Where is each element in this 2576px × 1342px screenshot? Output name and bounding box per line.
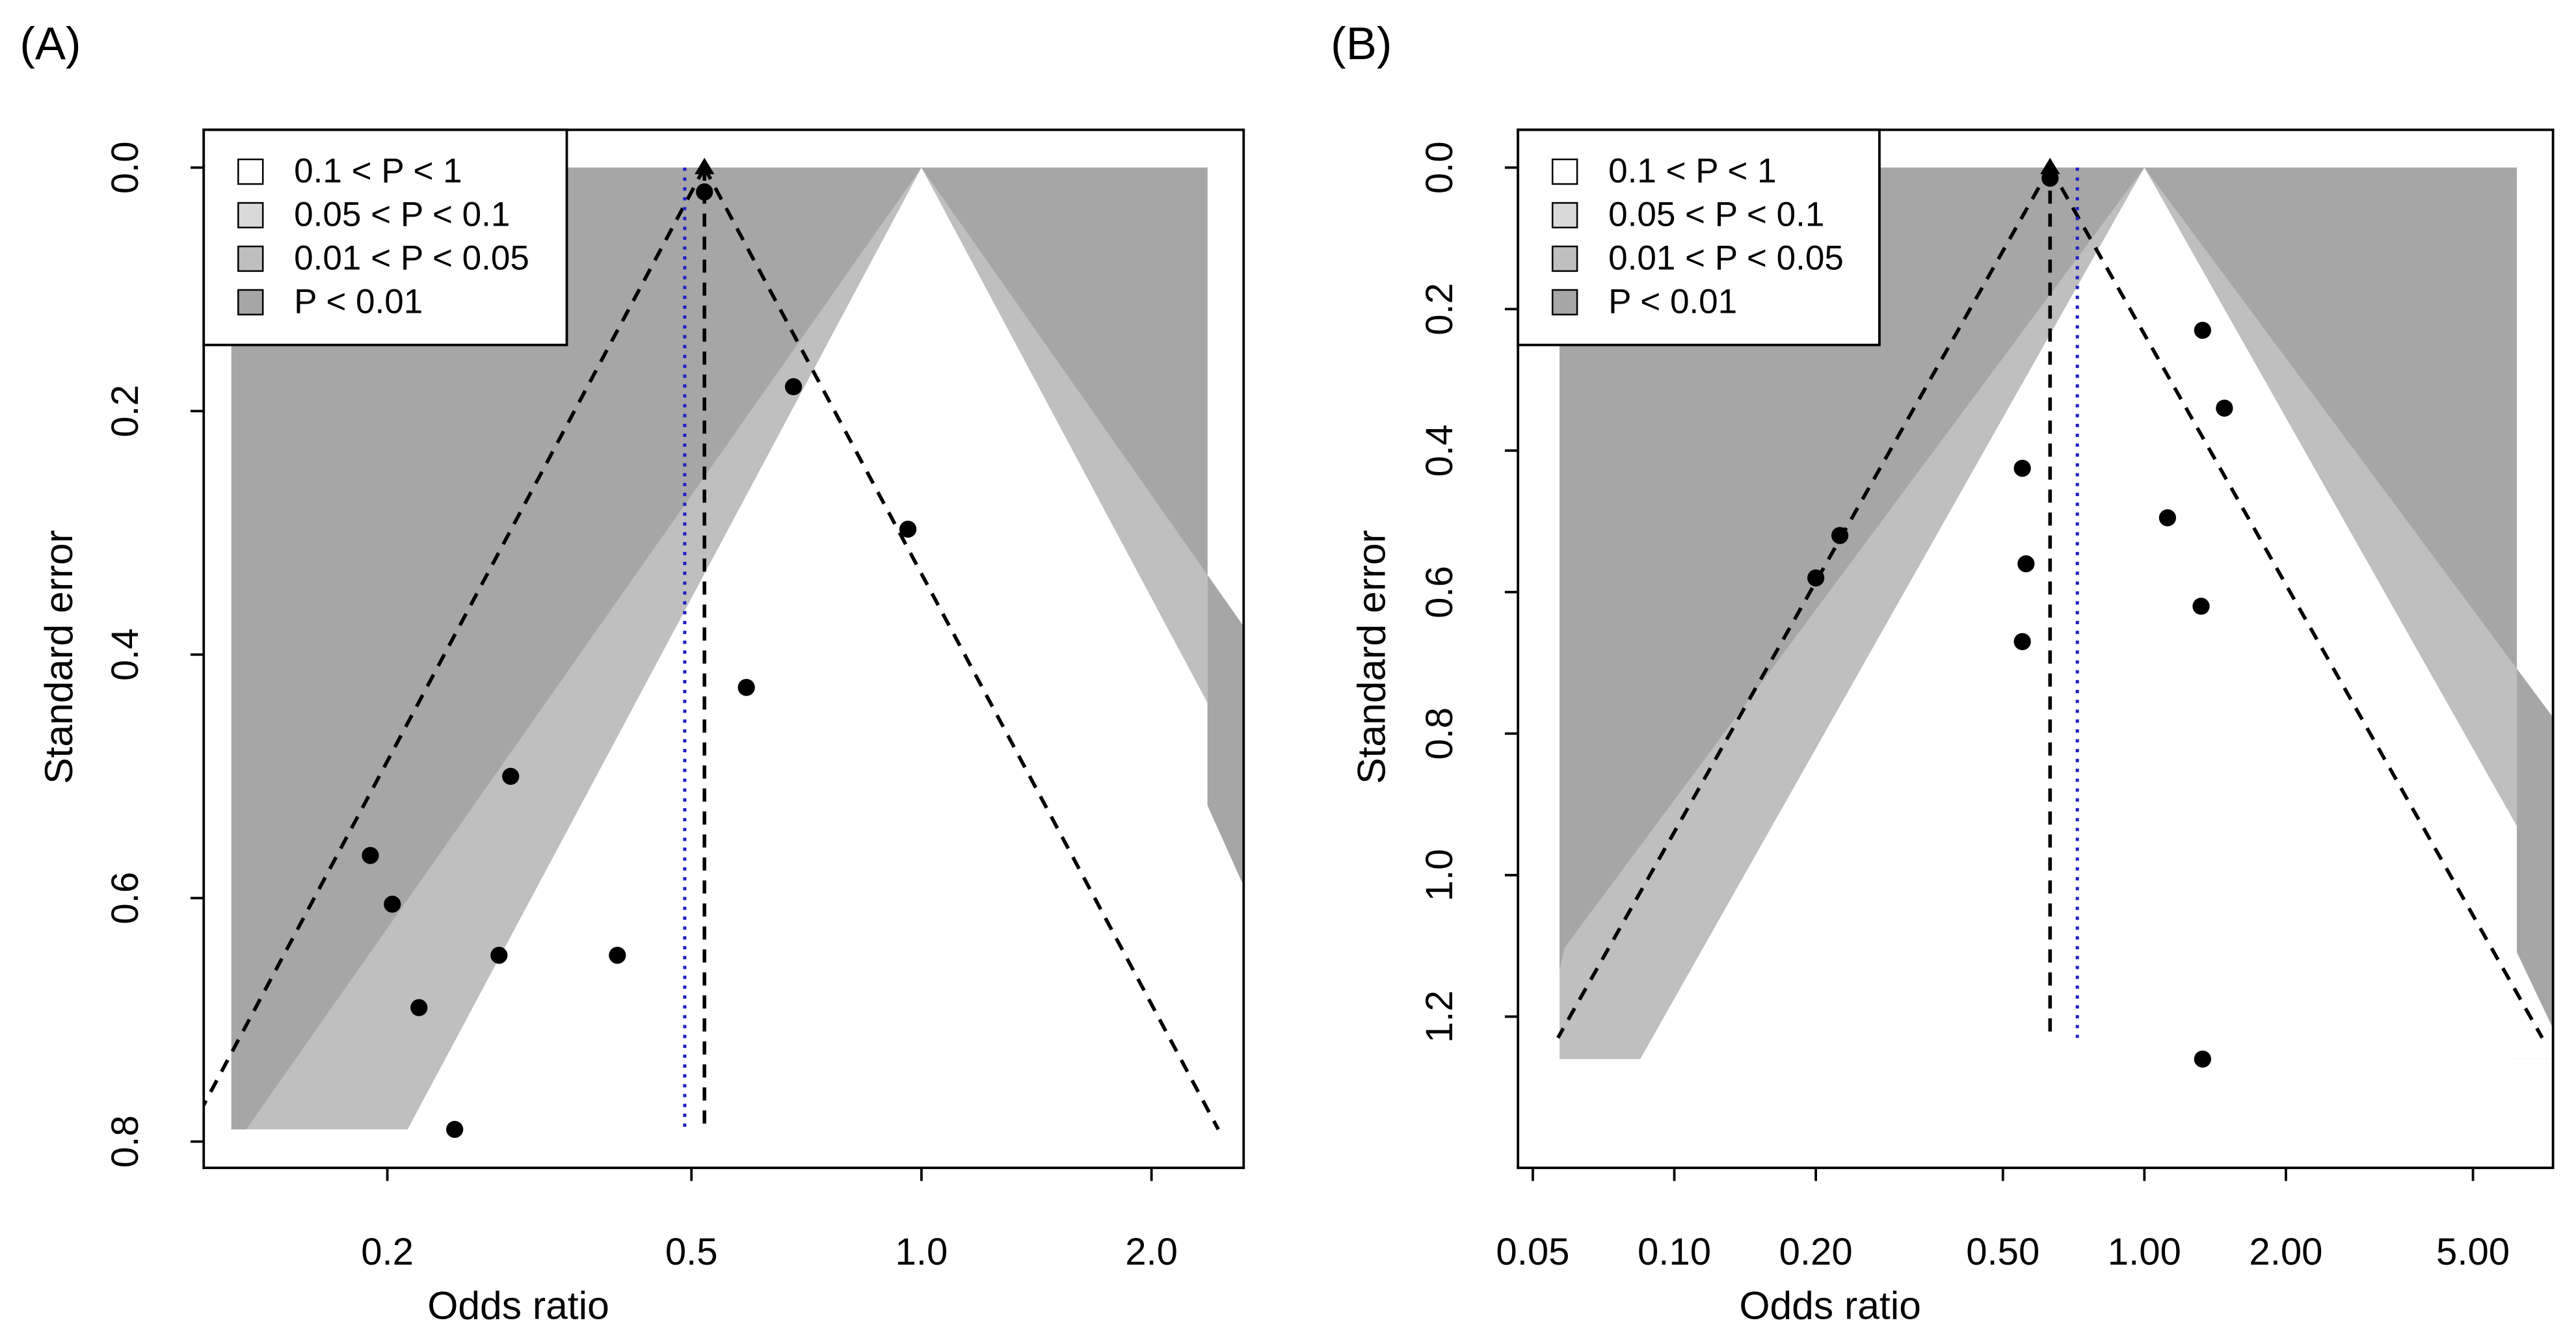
data-point bbox=[490, 947, 508, 964]
legend-label: 0.1 < P < 1 bbox=[1608, 151, 1777, 190]
contour-region-p-above-0.1 bbox=[1721, 167, 2553, 1059]
legend-swatch bbox=[237, 245, 264, 272]
y-tick-label: 0.2 bbox=[104, 385, 146, 438]
legend-box bbox=[202, 128, 568, 347]
contour-left-z2.576 bbox=[231, 167, 922, 1130]
data-point bbox=[784, 378, 803, 395]
y-tick-label: 0.0 bbox=[1418, 141, 1461, 194]
legend: 0.1 < P < 1 0.05 < P < 0.1 0.01 < P < 0.05… bbox=[1517, 128, 1881, 347]
y-tick-label: 0.4 bbox=[1418, 425, 1461, 477]
data-point bbox=[2017, 555, 2035, 573]
x-tick-label: 0.50 bbox=[1966, 1231, 2039, 1273]
data-point bbox=[737, 679, 755, 696]
y-tick-label: 0.2 bbox=[1418, 283, 1461, 336]
x-tick-label: 1.00 bbox=[2108, 1231, 2181, 1273]
contour-region-p-above-0.1 bbox=[490, 167, 1244, 1130]
legend: 0.1 < P < 1 0.05 < P < 0.1 0.01 < P < 0.05… bbox=[202, 128, 568, 347]
y-tick-label: 0.6 bbox=[104, 872, 146, 925]
y-tick-label: 0.8 bbox=[104, 1115, 146, 1168]
legend-swatch bbox=[1551, 289, 1578, 316]
plot-area bbox=[1556, 157, 2553, 1068]
legend-label: 0.01 < P < 0.05 bbox=[294, 239, 529, 277]
legend-swatch bbox=[237, 289, 264, 316]
y-tick-label: 0.6 bbox=[1418, 566, 1461, 618]
x-tick-label: 0.05 bbox=[1496, 1231, 1569, 1273]
funnel-right-ci-line bbox=[702, 166, 1220, 1131]
plot-area bbox=[204, 157, 1244, 1138]
data-point bbox=[2013, 633, 2031, 650]
contour-left-z2.576 bbox=[1560, 167, 2145, 1059]
y-tick-label: 0.4 bbox=[104, 628, 146, 681]
x-tick-label: 0.10 bbox=[1638, 1231, 1711, 1273]
x-tick-label: 2.00 bbox=[2249, 1231, 2322, 1273]
legend-swatch bbox=[237, 158, 264, 185]
plot-frame bbox=[1517, 128, 2555, 1170]
funnel-right-ci-line bbox=[2048, 166, 2544, 1039]
y-tick-label: 0.8 bbox=[1418, 707, 1461, 760]
data-point bbox=[2192, 598, 2210, 615]
data-point bbox=[2194, 321, 2211, 339]
data-point bbox=[502, 767, 520, 785]
x-axis-label: Odds ratio bbox=[1739, 1283, 1921, 1328]
x-tick-label: 5.00 bbox=[2436, 1231, 2510, 1273]
pooled-estimate-marker bbox=[695, 157, 715, 174]
data-point bbox=[1807, 569, 1825, 587]
data-point bbox=[446, 1120, 464, 1138]
data-point bbox=[2194, 1050, 2211, 1068]
y-tick-label: 0.0 bbox=[104, 141, 146, 194]
y-axis-label: Standard error bbox=[1349, 530, 1394, 784]
x-tick-label: 0.2 bbox=[361, 1231, 414, 1273]
legend-box bbox=[1517, 128, 1881, 347]
data-point bbox=[2216, 399, 2233, 417]
panel-b: 0.05 0.10 0.20 0.50 1.00 2.00 5.00 0.0 0.2 0.4 0.6… bbox=[1331, 18, 2555, 1328]
legend-label: 0.01 < P < 0.05 bbox=[1608, 239, 1844, 277]
legend-label: P < 0.01 bbox=[294, 282, 423, 321]
y-tick-label: 1.2 bbox=[1418, 990, 1461, 1043]
legend-label: 0.05 < P < 0.1 bbox=[294, 195, 510, 233]
data-point bbox=[410, 999, 428, 1016]
legend-label: P < 0.01 bbox=[1608, 282, 1737, 321]
data-point bbox=[899, 520, 917, 538]
legend-label: 0.05 < P < 0.1 bbox=[1608, 195, 1824, 233]
pooled-estimate-marker bbox=[2040, 157, 2060, 174]
panel-label: (A) bbox=[20, 18, 81, 69]
panel-a: 0.2 0.5 1.0 2.0 0.0 0.2 0.4 0.6 0.8 Odds ratio Sta… bbox=[20, 18, 1245, 1328]
legend-swatch bbox=[1551, 245, 1578, 272]
data-point bbox=[2013, 460, 2031, 477]
legend-swatch bbox=[1551, 158, 1578, 185]
x-axis-label: Odds ratio bbox=[427, 1283, 609, 1328]
legend-swatch bbox=[1551, 202, 1578, 229]
x-tick-label: 0.20 bbox=[1779, 1231, 1853, 1273]
funnel-left-ci-line bbox=[204, 166, 706, 1109]
legend-label: 0.1 < P < 1 bbox=[294, 151, 462, 190]
y-tick-label: 1.0 bbox=[1418, 849, 1461, 902]
panel-label: (B) bbox=[1331, 18, 1392, 69]
contour-right-z2.576 bbox=[2144, 167, 2553, 1059]
funnel-left-ci-line bbox=[1556, 166, 2052, 1039]
data-point bbox=[384, 895, 401, 913]
x-tick-label: 1.0 bbox=[896, 1231, 948, 1273]
legend-swatch bbox=[237, 202, 264, 229]
y-axis-label: Standard error bbox=[36, 530, 81, 784]
plot-frame bbox=[202, 128, 1245, 1170]
data-point bbox=[362, 847, 379, 864]
data-point bbox=[2158, 509, 2177, 527]
data-point bbox=[609, 947, 626, 964]
data-point bbox=[1831, 527, 1849, 544]
x-tick-label: 2.0 bbox=[1125, 1231, 1178, 1273]
x-tick-label: 0.5 bbox=[665, 1231, 718, 1273]
data-point bbox=[696, 183, 713, 201]
contour-right-z2.576 bbox=[921, 167, 1244, 1130]
